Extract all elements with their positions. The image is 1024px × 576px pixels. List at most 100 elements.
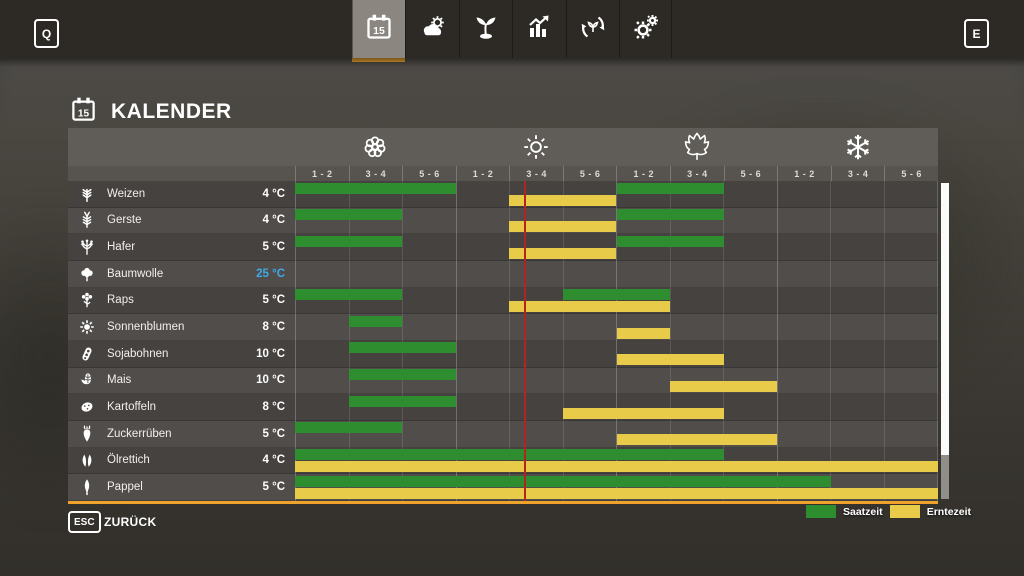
tab-crops[interactable]	[458, 0, 512, 58]
crop-name: Pappel	[107, 481, 143, 494]
month-label: 5 - 6	[884, 166, 938, 181]
month-label: 3 - 4	[509, 166, 563, 181]
sow-bar	[295, 449, 724, 461]
settings-icon	[632, 13, 660, 46]
harvest-bar	[509, 301, 671, 313]
crop-row-mais[interactable]: Mais 10 °C	[68, 367, 938, 395]
svg-text:15: 15	[78, 108, 90, 119]
crop-timeline	[295, 394, 938, 420]
crop-timeline	[295, 261, 938, 287]
chart-legend: Saatzeit Erntezeit	[806, 505, 971, 518]
month-label: 1 - 2	[295, 166, 349, 181]
crop-name: Sojabohnen	[107, 347, 169, 360]
crop-row-baumwolle[interactable]: Baumwolle 25 °C	[68, 260, 938, 288]
crop-label: Sonnenblumen 8 °C	[68, 314, 295, 340]
crop-name: Sonnenblumen	[107, 321, 185, 334]
selected-row-underline	[68, 501, 938, 504]
tab-weather[interactable]	[405, 0, 458, 58]
crop-name: Gerste	[107, 214, 142, 227]
back-button-label[interactable]: ZURÜCK	[104, 515, 157, 529]
crop-name: Weizen	[107, 187, 146, 200]
season-header	[68, 128, 938, 166]
harvest-bar	[670, 381, 778, 393]
month-label: 5 - 6	[402, 166, 456, 181]
season-summer	[521, 132, 551, 162]
crop-row-hafer[interactable]: Hafer 5 °C	[68, 234, 938, 261]
crop-label: Weizen 4 °C	[68, 181, 295, 207]
sow-bar	[348, 369, 456, 381]
crop-timeline	[295, 208, 938, 234]
crop-row-sojabohnen[interactable]: Sojabohnen 10 °C	[68, 340, 938, 368]
harvest-bar	[509, 221, 617, 233]
tab-settings[interactable]	[618, 0, 673, 58]
barley-icon	[77, 210, 97, 230]
sugarbeet-icon	[77, 424, 97, 444]
crop-label: Hafer 5 °C	[68, 234, 295, 260]
crop-min-temperature: 8 °C	[262, 401, 286, 414]
scrollbar-thumb[interactable]	[941, 183, 949, 455]
harvest-bar	[616, 354, 724, 366]
topbar-shadow	[0, 58, 1024, 67]
crop-name: Mais	[107, 374, 132, 387]
calendar-icon: 15	[70, 96, 97, 128]
crop-name: Zuckerrüben	[107, 427, 172, 440]
tab-calendar[interactable]: 15	[352, 0, 406, 62]
crop-timeline	[295, 368, 938, 394]
crop-label: Raps 5 °C	[68, 288, 295, 314]
blossom-icon	[360, 136, 390, 166]
crop-row-weizen[interactable]: Weizen 4 °C	[68, 181, 938, 208]
crop-min-temperature: 4 °C	[262, 454, 286, 467]
poplar-icon	[77, 477, 97, 497]
tab-rotation[interactable]	[565, 0, 619, 58]
legend-swatch	[889, 505, 920, 518]
crop-label: Kartoffeln 8 °C	[68, 394, 295, 420]
soybean-icon	[77, 344, 97, 364]
crop-min-temperature: 4 °C	[262, 214, 286, 227]
corn-icon	[77, 370, 97, 390]
crop-min-temperature: 5 °C	[262, 294, 286, 307]
crop-min-temperature: 25 °C	[256, 267, 285, 280]
page-header: 15 KALENDER	[70, 96, 232, 128]
current-day-line	[524, 181, 527, 501]
month-label: 5 - 6	[562, 166, 617, 181]
sprout-icon	[472, 13, 500, 46]
sow-bar	[295, 289, 403, 301]
next-tab-key-hint[interactable]: E	[964, 19, 989, 48]
vertical-scrollbar[interactable]	[941, 183, 949, 499]
crop-row-zuckerrüben[interactable]: Zuckerrüben 5 °C	[68, 420, 938, 448]
crop-timeline	[295, 421, 938, 447]
canola-icon	[77, 290, 97, 310]
sow-bar	[295, 475, 831, 487]
harvest-bar	[295, 461, 938, 473]
economy-icon	[525, 13, 553, 46]
radish-icon	[77, 450, 97, 470]
sow-bar	[616, 182, 724, 194]
svg-text:15: 15	[373, 25, 385, 37]
crop-min-temperature: 10 °C	[256, 374, 285, 387]
weather-icon	[419, 13, 447, 46]
escape-key-hint[interactable]: ESC	[68, 511, 101, 533]
crop-row-gerste[interactable]: Gerste 4 °C	[68, 207, 938, 235]
crop-row-kartoffeln[interactable]: Kartoffeln 8 °C	[68, 394, 938, 421]
sow-bar	[348, 315, 403, 327]
crop-row-raps[interactable]: Raps 5 °C	[68, 287, 938, 315]
page-title: KALENDER	[111, 100, 232, 123]
crop-timeline	[295, 474, 938, 500]
prev-tab-key-hint[interactable]: Q	[34, 19, 59, 48]
tab-economy[interactable]	[512, 0, 565, 58]
crop-row-pappel[interactable]: Pappel 5 °C	[68, 474, 938, 501]
harvest-bar	[562, 407, 724, 419]
crop-timeline	[295, 234, 938, 260]
sow-bar	[295, 422, 403, 434]
crop-timeline	[295, 288, 938, 314]
crop-timeline	[295, 448, 938, 474]
crop-row-ölrettich[interactable]: Ölrettich 4 °C	[68, 447, 938, 475]
crop-row-sonnenblumen[interactable]: Sonnenblumen 8 °C	[68, 314, 938, 341]
sunflower-icon	[77, 317, 97, 337]
season-winter	[843, 132, 873, 162]
maple-leaf-icon	[682, 132, 712, 166]
oat-icon	[77, 237, 97, 257]
